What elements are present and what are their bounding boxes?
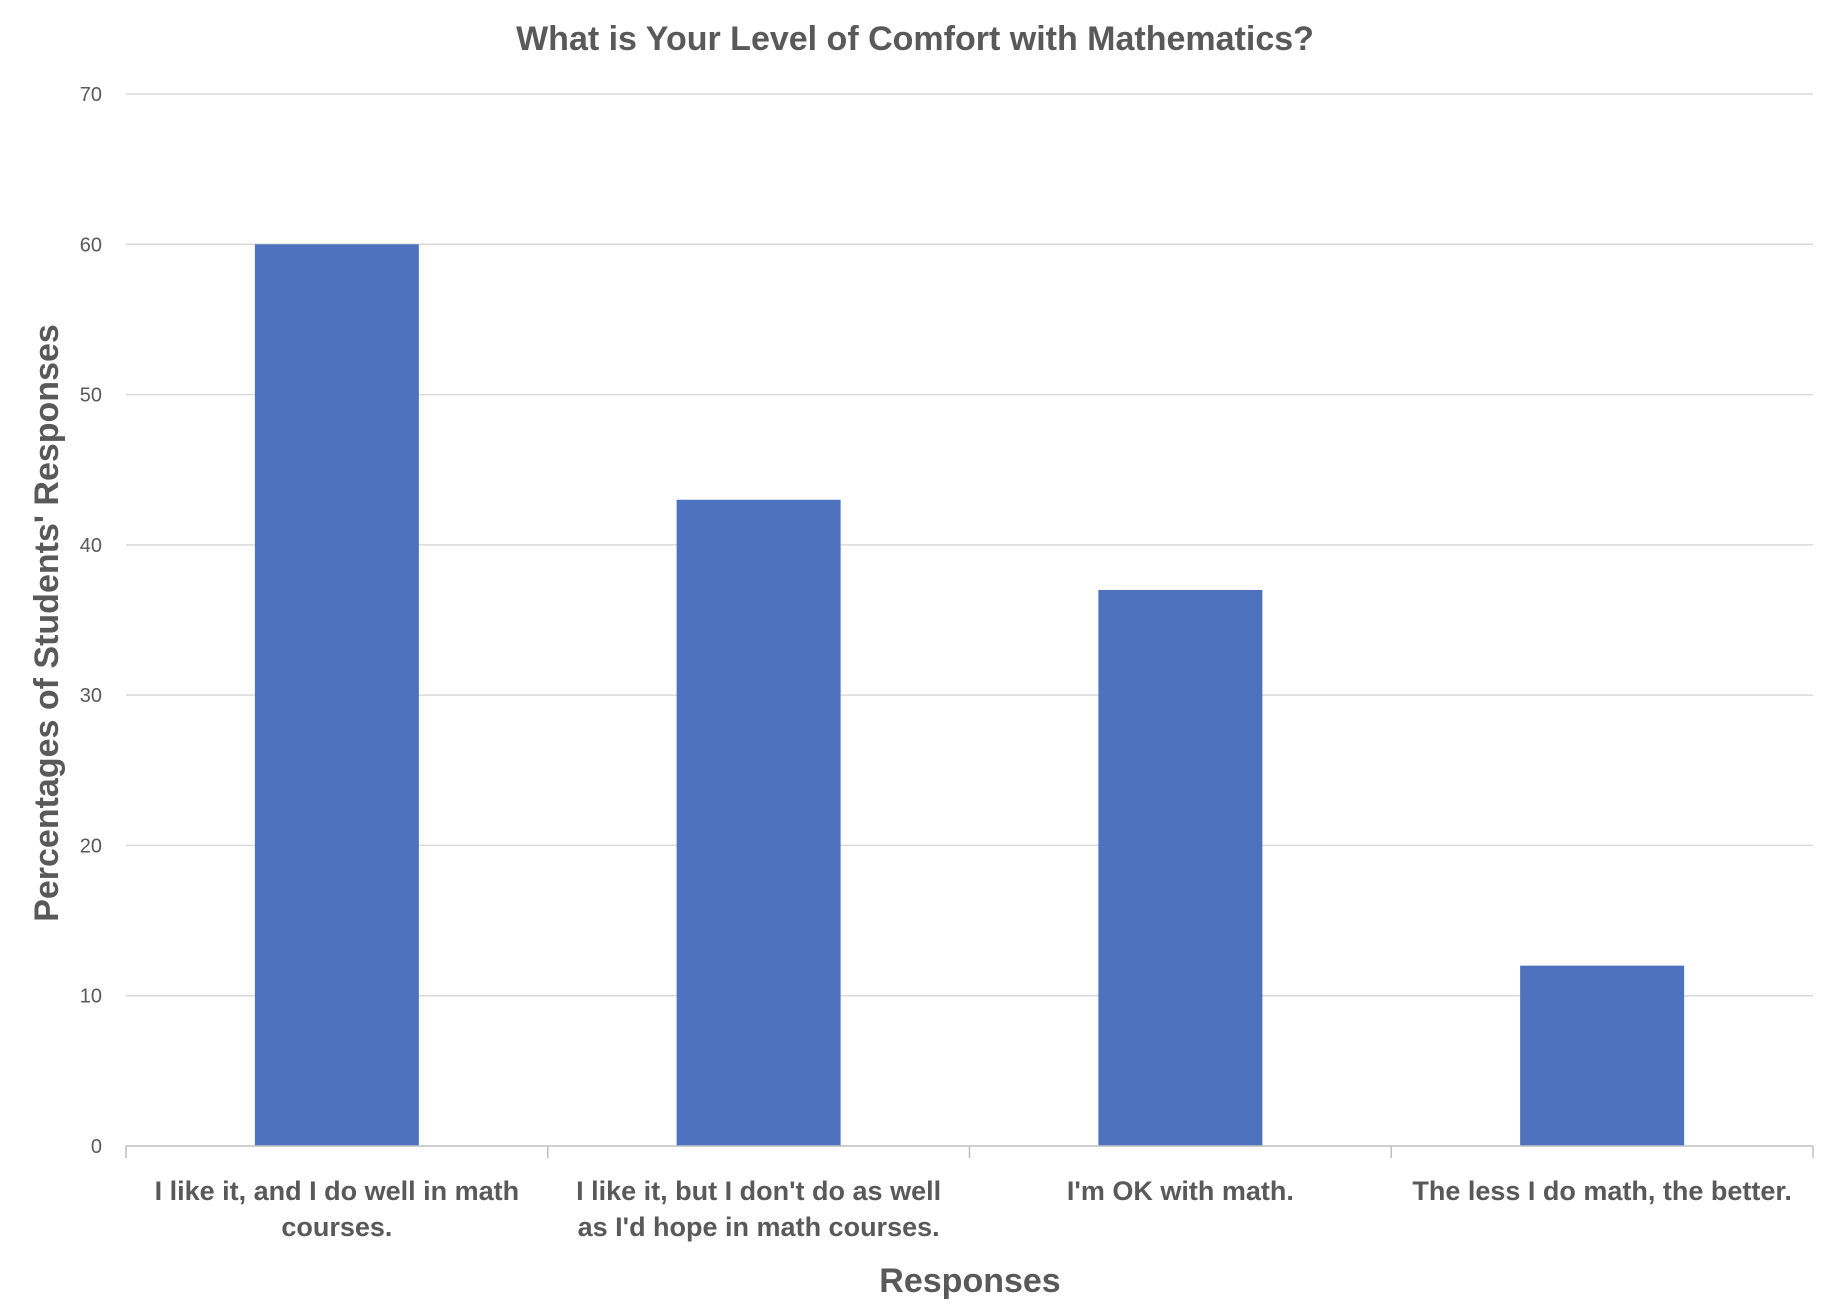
bar bbox=[1520, 965, 1685, 1146]
y-tick-label: 70 bbox=[80, 84, 102, 106]
bar bbox=[676, 499, 841, 1146]
x-axis bbox=[125, 1145, 1814, 1158]
y-tick-labels: 0 10 20 30 40 50 60 70 bbox=[80, 84, 102, 1158]
x-axis-title: Responses bbox=[879, 1262, 1060, 1300]
chart-title: What is Your Level of Comfort with Mathe… bbox=[516, 20, 1314, 58]
y-tick-label: 0 bbox=[91, 1136, 102, 1158]
x-tick-label-line: I like it, but I don't do as well bbox=[576, 1176, 941, 1206]
x-tick-label-line: courses. bbox=[281, 1212, 392, 1242]
x-tick-labels: I like it, and I do well in math courses.… bbox=[155, 1176, 1792, 1242]
y-tick-label: 20 bbox=[80, 835, 102, 857]
x-tick-label-line: I like it, and I do well in math bbox=[155, 1176, 520, 1206]
y-tick-label: 50 bbox=[80, 385, 102, 407]
bar bbox=[254, 244, 419, 1147]
y-tick-label: 40 bbox=[80, 535, 102, 557]
x-tick-label-line: I'm OK with math. bbox=[1067, 1176, 1294, 1206]
bar bbox=[1098, 589, 1263, 1146]
x-tick-label: I like it, and I do well in math courses. bbox=[155, 1176, 520, 1242]
x-tick-label-line: The less I do math, the better. bbox=[1412, 1176, 1792, 1206]
y-tick-label: 30 bbox=[80, 685, 102, 707]
y-tick-label: 60 bbox=[80, 234, 102, 256]
x-tick-label-line: as I'd hope in math courses. bbox=[578, 1212, 940, 1242]
y-axis-title: Percentages of Students' Responses bbox=[28, 324, 66, 922]
y-tick-label: 10 bbox=[80, 986, 102, 1008]
x-tick-label: I like it, but I don't do as well as I'd … bbox=[576, 1176, 941, 1242]
bars bbox=[254, 244, 1685, 1147]
x-tick-label: I'm OK with math. bbox=[1067, 1176, 1294, 1206]
x-tick-label: The less I do math, the better. bbox=[1412, 1176, 1792, 1206]
